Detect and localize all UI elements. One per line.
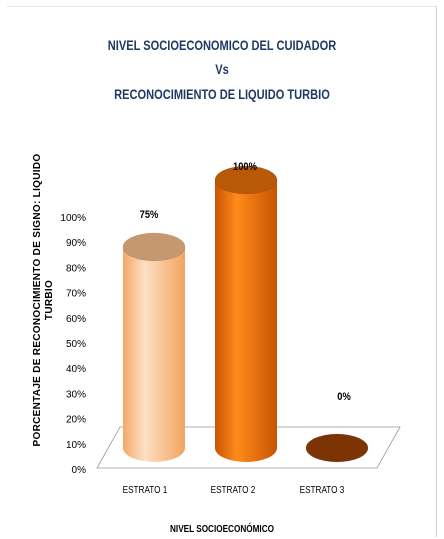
x-axis-title: NIVEL SOCIOECONÓMICO — [170, 522, 274, 534]
x-tick-label: ESTRATO 1 — [123, 484, 168, 495]
bar — [122, 232, 186, 462]
bar — [214, 165, 278, 462]
data-label: 0% — [337, 391, 350, 403]
data-labels: 75% 100% 0% — [140, 161, 351, 403]
bar-top — [305, 433, 369, 463]
y-tick-label: 60% — [66, 314, 86, 325]
bar-body — [123, 247, 185, 462]
y-tick-label: 10% — [66, 440, 86, 451]
y-tick-label: 20% — [66, 415, 86, 426]
chart-title-line-1: NIVEL SOCIOECONOMICO DEL CUIDADOR — [107, 38, 337, 53]
chart-title-line-2: Vs — [215, 62, 229, 77]
x-tick-label: ESTRATO 3 — [300, 484, 345, 495]
y-axis-ticks: 0% 10% 20% 30% 40% 50% 60% 70% 80% 90% 100% — [60, 213, 86, 476]
x-tick-label: ESTRATO 2 — [211, 484, 256, 495]
bar — [305, 433, 369, 463]
y-axis-title: PORCENTAJE DE RECONOCIMIENTO DE SIGNO: L… — [32, 154, 55, 447]
data-label: 100% — [233, 161, 257, 173]
y-axis-title-line-1: PORCENTAJE DE RECONOCIMIENTO DE SIGNO: L… — [32, 154, 43, 447]
y-tick-label: 90% — [66, 238, 86, 249]
bar-top — [122, 232, 186, 262]
chart-title-line-3: RECONOCIMIENTO DE LIQUIDO TURBIO — [114, 87, 330, 102]
x-axis-ticks: ESTRATO 1 ESTRATO 2 ESTRATO 3 — [123, 484, 345, 495]
y-axis-title-line-2: TURBIO — [44, 280, 55, 320]
y-tick-label: 70% — [66, 289, 86, 300]
y-tick-label: 0% — [72, 465, 87, 476]
data-label: 75% — [140, 209, 159, 221]
y-tick-label: 100% — [60, 213, 86, 224]
chart-frame — [7, 6, 437, 537]
bars — [122, 165, 369, 463]
y-tick-label: 40% — [66, 364, 86, 375]
bar-top — [214, 165, 278, 195]
y-tick-label: 50% — [66, 339, 86, 350]
bar-body — [215, 180, 277, 462]
y-tick-label: 30% — [66, 389, 86, 400]
y-tick-label: 80% — [66, 263, 86, 274]
